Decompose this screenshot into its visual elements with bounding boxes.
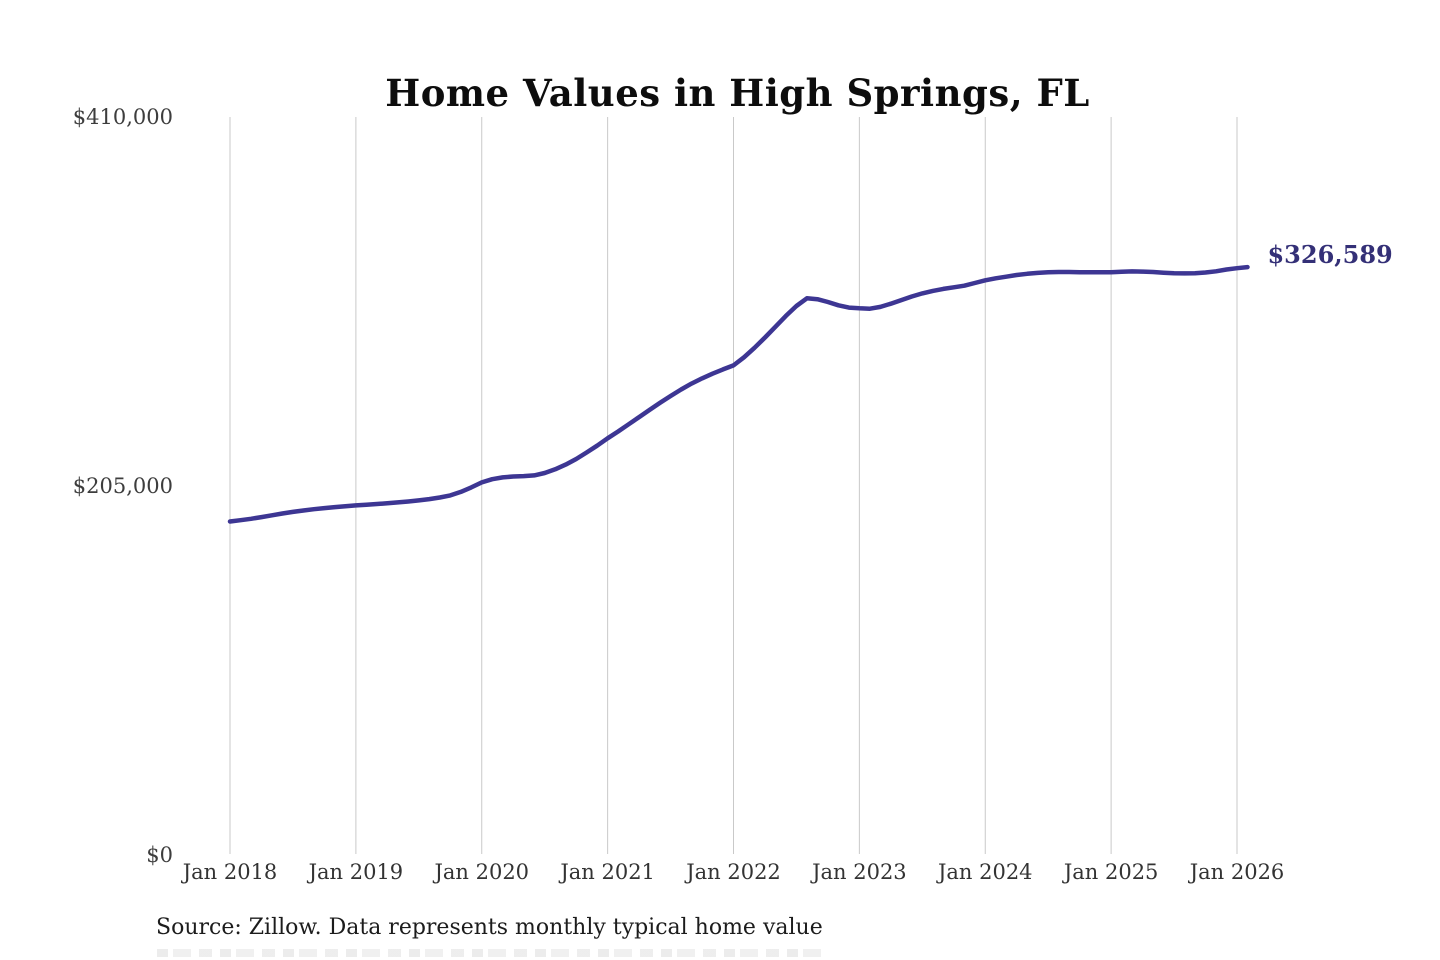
- x-tick-label: Jan 2018: [182, 860, 278, 884]
- chart-title: Home Values in High Springs, FL: [385, 70, 1090, 115]
- source-note: Source: Zillow. Data represents monthly …: [156, 915, 823, 940]
- x-tick-label: Jan 2023: [812, 860, 907, 884]
- y-tick-label: $205,000: [72, 474, 173, 498]
- x-tick-label: Jan 2024: [937, 860, 1033, 884]
- clipped-second-source-line: [157, 949, 829, 957]
- home-value-line: [227, 264, 1250, 524]
- vertical-gridlines: [229, 117, 1238, 854]
- x-tick-label: Jan 2022: [686, 860, 781, 884]
- x-tick-label: Jan 2021: [560, 860, 655, 884]
- latest-value-label: $326,589: [1267, 240, 1393, 270]
- y-tick-label: $0: [146, 843, 173, 867]
- x-tick-label: Jan 2026: [1189, 860, 1285, 884]
- x-tick-label: Jan 2025: [1063, 860, 1159, 884]
- x-tick-label: Jan 2019: [308, 860, 404, 884]
- x-tick-label: Jan 2020: [434, 860, 530, 884]
- y-tick-label: $410,000: [72, 105, 173, 129]
